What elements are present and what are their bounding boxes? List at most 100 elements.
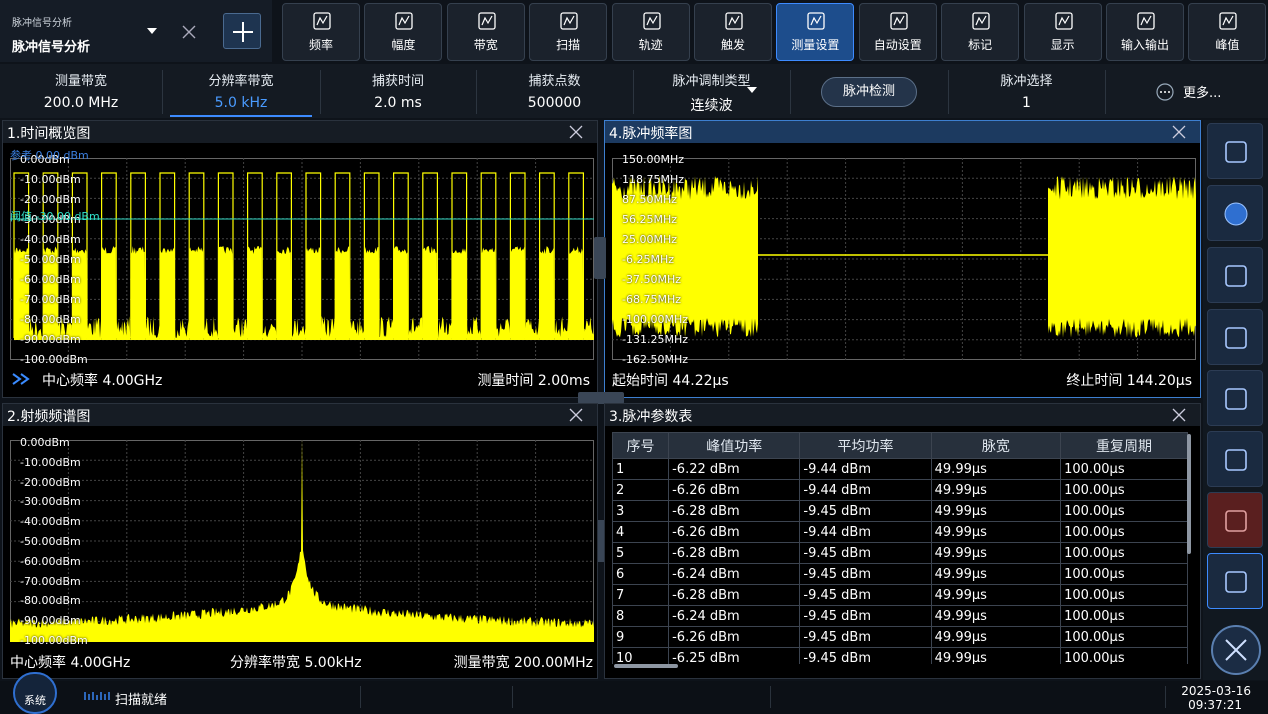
- param-value[interactable]: 5.0 kHz: [214, 95, 268, 111]
- sidebar-button[interactable]: [1207, 370, 1263, 426]
- table-row[interactable]: 5 -6.28 dBm -9.45 dBm 49.99µs 100.00µs: [612, 542, 1188, 564]
- icon-frame: [313, 12, 331, 30]
- column-header: 平均功率: [799, 432, 932, 459]
- trace-on: [14, 246, 584, 340]
- icon-frame: [807, 12, 826, 30]
- menu-button[interactable]: [1210, 624, 1262, 676]
- toolbar-button[interactable]: 测量设置: [776, 3, 855, 61]
- mode-name: 脉冲信号分析: [12, 40, 91, 55]
- toolbar-button[interactable]: 扫描: [529, 3, 608, 61]
- icon-glyph: [1222, 15, 1234, 26]
- arrows: [12, 373, 30, 385]
- table-row[interactable]: 4 -6.26 dBm -9.44 dBm 49.99µs 100.00µs: [612, 521, 1188, 543]
- sidebar-button[interactable]: [1207, 247, 1263, 303]
- toolbar-button[interactable]: 频率: [282, 3, 360, 61]
- param-label: 分辨率带宽: [208, 74, 274, 89]
- panel-header: 3.脉冲参数表: [605, 404, 1200, 426]
- add-button[interactable]: [223, 13, 261, 49]
- y-label: -100.00MHz: [622, 313, 688, 326]
- toolbar-button[interactable]: 标记: [941, 3, 1020, 61]
- y-label: -40.00dBm: [20, 515, 81, 529]
- arrow: [747, 87, 757, 93]
- toolbar-button[interactable]: 峰值: [1188, 3, 1267, 61]
- icon-glyph: [563, 15, 575, 26]
- table-cell: 9: [612, 626, 670, 648]
- sidebar-icon: [1225, 571, 1247, 593]
- table-cell: -9.44 dBm: [799, 458, 932, 480]
- toolbar-button[interactable]: 输入输出: [1106, 3, 1184, 61]
- divider: [1105, 70, 1106, 114]
- table-row[interactable]: 8 -6.24 dBm -9.45 dBm 49.99µs 100.00µs: [612, 605, 1188, 627]
- table-row[interactable]: 2 -6.26 dBm -9.44 dBm 49.99µs 100.00µs: [612, 479, 1188, 501]
- wave: [84, 692, 110, 700]
- system-button[interactable]: 系统: [13, 672, 57, 714]
- close-icon: [1172, 125, 1186, 139]
- panel-header: 4.脉冲频率图: [605, 121, 1200, 143]
- toolbar-button[interactable]: 显示: [1023, 3, 1102, 61]
- table-row[interactable]: 6 -6.24 dBm -9.45 dBm 49.99µs 100.00µs: [612, 563, 1188, 585]
- sidebar-button[interactable]: [1207, 431, 1263, 487]
- more-button[interactable]: 更多...: [1155, 80, 1245, 104]
- toolbar-button[interactable]: 自动设置: [858, 3, 937, 61]
- icon: [1225, 265, 1247, 287]
- table-cell: 100.00µs: [1060, 647, 1188, 664]
- param-value[interactable]: 1: [1022, 95, 1031, 111]
- y-label: -90.00dBm: [20, 333, 81, 346]
- table-row[interactable]: 1 -6.22 dBm -9.44 dBm 49.99µs 100.00µs: [612, 458, 1188, 480]
- active-underline: [170, 115, 312, 117]
- panel-header: 2.射频频谱图: [3, 404, 597, 426]
- toolbar-icon: [1054, 12, 1073, 30]
- dropdown-arrow: [747, 87, 757, 93]
- icon-glyph: [810, 15, 822, 26]
- sidebar-button[interactable]: [1207, 492, 1263, 548]
- ref-label: 参考 0.00 dBm: [10, 149, 89, 162]
- table-cell: -6.24 dBm: [668, 563, 801, 585]
- table-cell: 49.99µs: [930, 458, 1062, 480]
- toolbar-button[interactable]: 幅度: [364, 3, 443, 61]
- param-value[interactable]: 200.0 MHz: [43, 95, 119, 111]
- y-label: -30.00dBm: [20, 213, 81, 226]
- param-value[interactable]: 2.0 ms: [374, 95, 422, 111]
- table-cell: 100.00µs: [1060, 458, 1188, 480]
- column-header: 重复周期: [1060, 432, 1188, 459]
- y-label: 118.75MHz: [622, 173, 685, 186]
- status-divider: [770, 686, 771, 708]
- sidebar-button[interactable]: [1207, 123, 1263, 179]
- cross: [569, 125, 583, 139]
- toolbar-label: 输入输出: [1120, 38, 1169, 52]
- icon-frame: [890, 12, 908, 30]
- param-value[interactable]: 500000: [527, 95, 582, 111]
- toolbar-button[interactable]: 带宽: [446, 3, 525, 61]
- sidebar-button[interactable]: [1207, 553, 1263, 609]
- sidebar-button[interactable]: [1207, 185, 1263, 241]
- toolbar-icon: [313, 12, 331, 30]
- table-cell: -6.22 dBm: [668, 458, 801, 480]
- more-icon: [1156, 83, 1174, 101]
- close-icon: [569, 408, 583, 422]
- table-row[interactable]: 9 -6.26 dBm -9.45 dBm 49.99µs 100.00µs: [612, 626, 1188, 648]
- table-row[interactable]: 7 -6.28 dBm -9.45 dBm 49.99µs 100.00µs: [612, 584, 1188, 606]
- footer-text: 终止时间 144.20µs: [1066, 373, 1192, 389]
- y-label: -131.25MHz: [622, 333, 688, 346]
- cross: [182, 25, 196, 39]
- icon-glyph: [728, 15, 740, 26]
- divider: [320, 70, 321, 114]
- table-cell: -6.26 dBm: [668, 479, 801, 501]
- table-row[interactable]: 3 -6.28 dBm -9.45 dBm 49.99µs 100.00µs: [612, 500, 1188, 522]
- table-cell: 100.00µs: [1060, 479, 1188, 501]
- y-label: -100.00dBm: [20, 634, 88, 647]
- footer-text: 分辨率带宽 5.00kHz: [230, 655, 362, 671]
- table-row[interactable]: 10 -6.25 dBm -9.45 dBm 49.99µs 100.00µs: [612, 647, 1188, 664]
- footer-text: 测量时间 2.00ms: [477, 373, 590, 389]
- detect-button[interactable]: 脉冲检测: [821, 77, 917, 107]
- table-cell: -6.24 dBm: [668, 605, 801, 627]
- toolbar-button[interactable]: 轨迹: [611, 3, 690, 61]
- icon-glyph: [1058, 15, 1070, 26]
- table-cell: -9.45 dBm: [799, 647, 932, 664]
- param-value[interactable]: 连续波: [690, 98, 733, 114]
- table-cell: 7: [612, 584, 670, 606]
- sidebar-button[interactable]: [1207, 309, 1263, 365]
- toolbar-button[interactable]: 触发: [694, 3, 772, 61]
- y-label: -50.00dBm: [20, 535, 81, 548]
- icon-frame: [1219, 12, 1238, 30]
